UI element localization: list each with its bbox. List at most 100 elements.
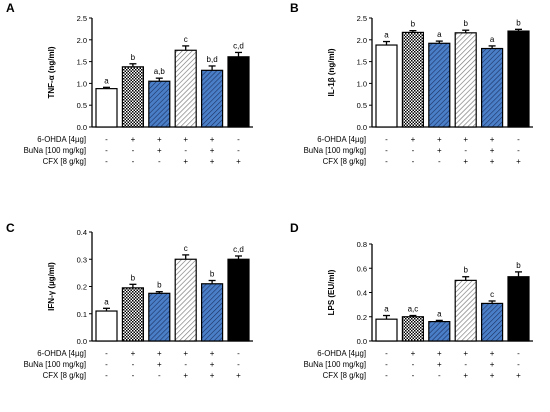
treatment-sign: - bbox=[105, 135, 108, 144]
treatment-sign: - bbox=[105, 157, 108, 166]
treatment-label: 6-OHDA [4µg] bbox=[317, 349, 366, 358]
treatment-sign: - bbox=[105, 371, 108, 380]
y-tick-label: 1.5 bbox=[357, 58, 367, 67]
significance-label: c,d bbox=[233, 41, 244, 50]
significance-label: b,d bbox=[207, 55, 218, 64]
treatment-label: BuNa [100 mg/kg] bbox=[304, 146, 366, 155]
treatment-sign: - bbox=[237, 360, 240, 369]
treatment-sign: - bbox=[385, 146, 388, 155]
treatment-sign: + bbox=[516, 371, 521, 380]
treatment-sign: + bbox=[490, 371, 495, 380]
treatment-sign: + bbox=[490, 135, 495, 144]
panel-D: D 0.0 0.2 0.4 0.6 0.8 LPS (EU/ml) a a,c a b c b 6-OHD… bbox=[290, 221, 533, 380]
treatment-label: 6-OHDA [4µg] bbox=[317, 135, 366, 144]
treatment-sign: - bbox=[438, 371, 441, 380]
panel-C: C 0.0 0.1 0.2 0.3 0.4 IFN-γ (µg/ml) a b b c b c,d 6-O… bbox=[6, 221, 253, 380]
treatment-sign: + bbox=[463, 157, 468, 166]
significance-label: c,d bbox=[233, 245, 244, 254]
treatment-sign: + bbox=[183, 157, 188, 166]
y-tick-label: 0.8 bbox=[357, 240, 367, 249]
significance-label: b bbox=[516, 261, 521, 270]
treatment-sign: + bbox=[463, 349, 468, 358]
treatment-label: CFX [8 g/kg] bbox=[43, 157, 86, 166]
treatment-sign: + bbox=[516, 157, 521, 166]
bar bbox=[201, 283, 224, 342]
treatment-sign: + bbox=[411, 135, 416, 144]
significance-label: b bbox=[411, 20, 416, 29]
y-axis-label: TNF-α (ng/ml) bbox=[47, 46, 56, 98]
treatment-sign: + bbox=[157, 135, 162, 144]
significance-label: b bbox=[463, 266, 468, 275]
treatment-sign: + bbox=[131, 135, 136, 144]
treatment-sign: - bbox=[412, 371, 415, 380]
significance-label: a bbox=[437, 30, 442, 39]
significance-label: b bbox=[131, 53, 136, 62]
bar bbox=[454, 32, 477, 128]
treatment-sign: + bbox=[236, 157, 241, 166]
y-tick-label: 1.0 bbox=[77, 79, 87, 88]
significance-label: b bbox=[516, 18, 521, 27]
y-tick-label: 0.5 bbox=[77, 101, 87, 110]
significance-label: a bbox=[104, 76, 109, 85]
treatment-sign: - bbox=[517, 360, 520, 369]
y-tick-label: 0.4 bbox=[77, 228, 87, 237]
treatment-sign: + bbox=[157, 360, 162, 369]
y-tick-label: 0.5 bbox=[357, 101, 367, 110]
treatment-sign: + bbox=[210, 135, 215, 144]
panel-label: A bbox=[6, 1, 15, 15]
y-tick-label: 1.0 bbox=[357, 79, 367, 88]
bar bbox=[174, 49, 197, 128]
treatment-sign: - bbox=[132, 371, 135, 380]
treatment-sign: + bbox=[463, 371, 468, 380]
y-tick-label: 0.6 bbox=[357, 264, 367, 273]
treatment-sign: + bbox=[236, 371, 241, 380]
treatment-sign: + bbox=[490, 349, 495, 358]
treatment-sign: - bbox=[385, 360, 388, 369]
significance-label: a bbox=[437, 309, 442, 318]
y-tick-label: 0.2 bbox=[357, 313, 367, 322]
treatment-sign: - bbox=[105, 146, 108, 155]
panel-label: D bbox=[290, 221, 299, 235]
treatment-sign: + bbox=[437, 135, 442, 144]
treatment-sign: - bbox=[517, 135, 520, 144]
treatment-sign: - bbox=[412, 360, 415, 369]
treatment-sign: + bbox=[210, 371, 215, 380]
bar bbox=[507, 276, 530, 342]
y-tick-label: 0.2 bbox=[77, 283, 87, 292]
treatment-label: 6-OHDA [4µg] bbox=[37, 135, 86, 144]
bar bbox=[507, 30, 530, 128]
treatment-sign: + bbox=[437, 146, 442, 155]
treatment-sign: - bbox=[132, 146, 135, 155]
bar bbox=[201, 69, 224, 128]
significance-label: b bbox=[210, 270, 215, 279]
significance-label: c bbox=[184, 35, 188, 44]
treatment-sign: - bbox=[237, 146, 240, 155]
y-tick-label: 2.0 bbox=[357, 36, 367, 45]
treatment-sign: + bbox=[437, 349, 442, 358]
bar bbox=[481, 302, 504, 342]
treatment-sign: + bbox=[210, 360, 215, 369]
bar bbox=[401, 316, 424, 342]
bar bbox=[148, 292, 171, 342]
y-tick-label: 0.4 bbox=[357, 289, 367, 298]
treatment-sign: - bbox=[385, 371, 388, 380]
y-tick-label: 2.0 bbox=[77, 36, 87, 45]
treatment-sign: - bbox=[464, 360, 467, 369]
y-tick-label: 0.0 bbox=[77, 123, 87, 132]
treatment-sign: + bbox=[157, 349, 162, 358]
treatment-sign: + bbox=[183, 371, 188, 380]
bar bbox=[428, 321, 451, 342]
treatment-label: 6-OHDA [4µg] bbox=[37, 349, 86, 358]
treatment-label: BuNa [100 mg/kg] bbox=[24, 146, 86, 155]
treatment-sign: - bbox=[132, 157, 135, 166]
treatment-sign: - bbox=[105, 360, 108, 369]
bar bbox=[121, 66, 145, 128]
treatment-label: BuNa [100 mg/kg] bbox=[24, 360, 86, 369]
significance-label: b bbox=[463, 19, 468, 28]
treatment-sign: + bbox=[183, 349, 188, 358]
y-axis-label: LPS (EU/ml) bbox=[327, 269, 336, 315]
treatment-sign: + bbox=[131, 349, 136, 358]
treatment-sign: + bbox=[210, 349, 215, 358]
treatment-label: CFX [8 g/kg] bbox=[323, 371, 366, 380]
bar bbox=[174, 258, 197, 342]
